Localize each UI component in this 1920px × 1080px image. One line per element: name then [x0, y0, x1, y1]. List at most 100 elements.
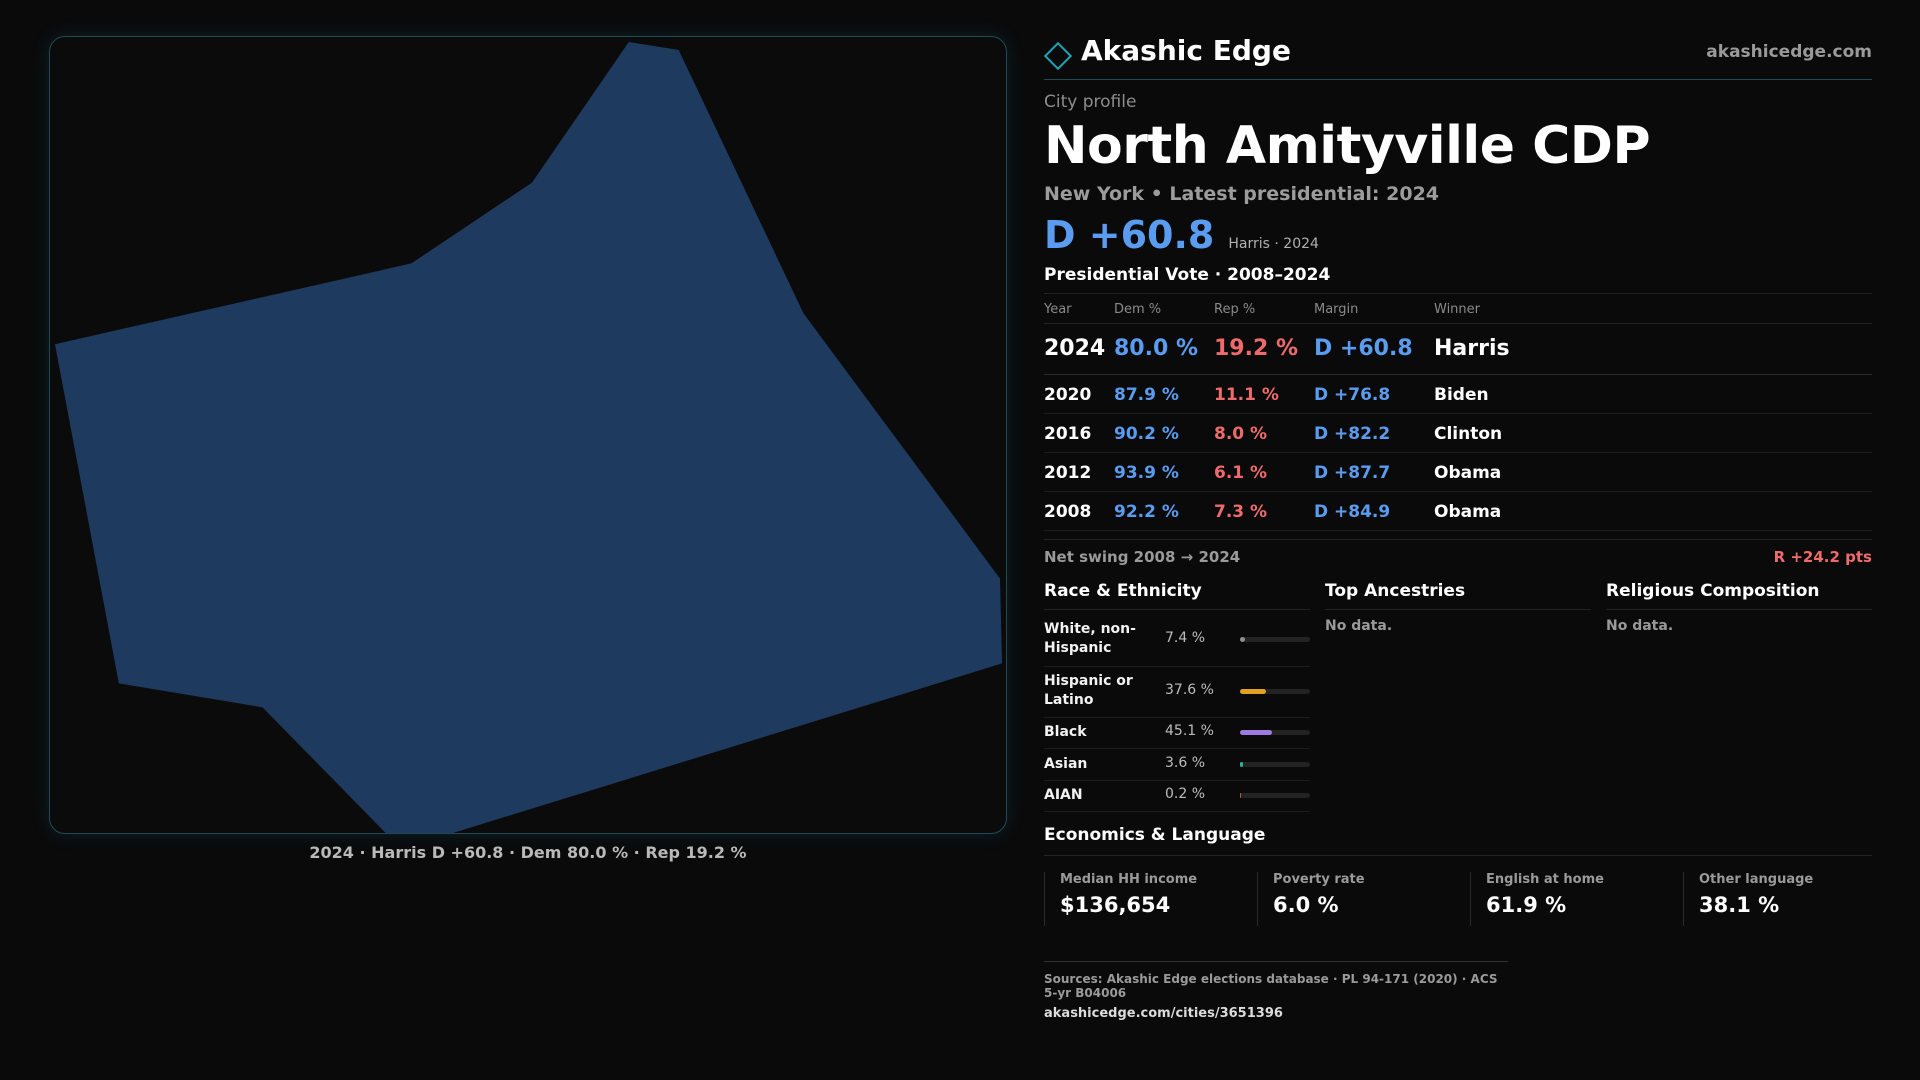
- table-row: 2008 92.2 % 7.3 % D +84.9 Obama: [1044, 491, 1872, 532]
- rep-cell: 19.2 %: [1214, 323, 1314, 376]
- race-row: Black 45.1 %: [1044, 718, 1310, 750]
- page-title: North Amityville CDP: [1044, 116, 1651, 176]
- dem-cell: 93.9 %: [1114, 452, 1214, 493]
- economics-stats: Median HH income $136,654 Poverty rate 6…: [1044, 872, 1872, 942]
- dem-cell: 90.2 %: [1114, 413, 1214, 454]
- rep-cell: 8.0 %: [1214, 413, 1314, 454]
- ancestries-empty: No data.: [1325, 618, 1393, 635]
- race-bar-track: [1240, 637, 1310, 643]
- race-row: Hispanic or Latino 37.6 %: [1044, 667, 1310, 719]
- page-kicker: City profile: [1044, 92, 1137, 112]
- presidential-vote-table: Year Dem % Rep % Margin Winner 2024 80.0…: [1044, 294, 1872, 532]
- race-bar-track: [1240, 793, 1310, 799]
- winner-cell: Obama: [1434, 491, 1872, 532]
- city-boundary-map[interactable]: [50, 37, 1006, 833]
- table-row: 2012 93.9 % 6.1 % D +87.7 Obama: [1044, 452, 1872, 493]
- footer-layer: Sources: Akashic Edge elections database…: [1044, 0, 1872, 1080]
- race-bar-track: [1240, 689, 1310, 695]
- stat-english-at-home: English at home 61.9 %: [1470, 872, 1683, 927]
- ancestries-title: Top Ancestries: [1325, 581, 1591, 611]
- col-header-year: Year: [1044, 294, 1114, 325]
- diamond-logo-icon: [1043, 41, 1073, 71]
- stat-value: 6.0 %: [1273, 893, 1339, 918]
- stat-poverty-rate: Poverty rate 6.0 %: [1257, 872, 1470, 927]
- sources-footer: Sources: Akashic Edge elections database…: [1044, 961, 1508, 1021]
- winner-cell: Obama: [1434, 452, 1872, 493]
- race-bar-track: [1240, 730, 1310, 736]
- year-cell: 2024: [1044, 323, 1114, 376]
- race-label: Black: [1044, 724, 1087, 741]
- margin-cell: D +84.9: [1314, 491, 1434, 532]
- rep-cell: 11.1 %: [1214, 374, 1314, 415]
- religion-title: Religious Composition: [1606, 581, 1872, 611]
- headline-margin: D +60.8: [1044, 213, 1215, 258]
- stat-label: Median HH income: [1060, 872, 1198, 888]
- map-panel[interactable]: [49, 36, 1007, 834]
- table-row: 2020 87.9 % 11.1 % D +76.8 Biden: [1044, 374, 1872, 415]
- brand-name: Akashic Edge: [1081, 34, 1291, 67]
- race-label: AIAN: [1044, 787, 1083, 804]
- stat-label: Other language: [1699, 872, 1814, 888]
- net-swing-label: Net swing 2008 → 2024: [1044, 548, 1241, 567]
- year-cell: 2016: [1044, 413, 1114, 454]
- city-boundary-shape[interactable]: [54, 41, 1003, 833]
- table-row: 2016 90.2 % 8.0 % D +82.2 Clinton: [1044, 413, 1872, 454]
- race-pct: 37.6 %: [1165, 682, 1214, 699]
- sources-url-link[interactable]: akashicedge.com/cities/3651396: [1044, 1006, 1283, 1021]
- winner-cell: Biden: [1434, 374, 1872, 415]
- brand-header: Akashic Edge akashicedge.com: [1043, 34, 1872, 80]
- religion-empty: No data.: [1606, 618, 1674, 635]
- col-header-winner: Winner: [1434, 294, 1872, 325]
- margin-cell: D +60.8: [1314, 323, 1434, 376]
- page-subtitle: New York • Latest presidential: 2024: [1044, 183, 1440, 206]
- brand-url-link[interactable]: akashicedge.com: [1706, 42, 1872, 62]
- margin-cell: D +76.8: [1314, 374, 1434, 415]
- race-bar-fill: [1240, 730, 1272, 736]
- race-bar-fill: [1240, 637, 1246, 643]
- map-caption: 2024 · Harris D +60.8 · Dem 80.0 % · Rep…: [309, 843, 747, 862]
- race-row: Asian 3.6 %: [1044, 749, 1310, 782]
- net-swing: Net swing 2008 → 2024 R +24.2 pts: [1044, 539, 1872, 566]
- race-bar-fill: [1240, 762, 1243, 768]
- race-bar-fill: [1240, 689, 1267, 695]
- race-pct: 3.6 %: [1165, 755, 1206, 772]
- stat-value: $136,654: [1060, 893, 1171, 918]
- margin-cell: D +82.2: [1314, 413, 1434, 454]
- race-label: Asian: [1044, 756, 1088, 773]
- headline-note: Harris · 2024: [1228, 236, 1319, 253]
- ancestries-panel: Top Ancestries No data.: [1325, 581, 1591, 634]
- winner-cell: Clinton: [1434, 413, 1872, 454]
- race-row: AIAN 0.2 %: [1044, 781, 1310, 813]
- year-cell: 2020: [1044, 374, 1114, 415]
- profile-panel: Akashic Edge akashicedge.com City profil…: [1043, 34, 1872, 942]
- race-ethnicity-title: Race & Ethnicity: [1044, 581, 1310, 611]
- headline-result: D +60.8 Harris · 2024: [1044, 213, 1872, 257]
- religion-panel: Religious Composition No data.: [1606, 581, 1872, 634]
- presidential-vote-title: Presidential Vote · 2008–2024: [1044, 265, 1872, 295]
- race-pct: 7.4 %: [1165, 630, 1206, 647]
- stat-label: Poverty rate: [1273, 872, 1365, 888]
- stat-other-language: Other language 38.1 %: [1683, 872, 1896, 927]
- race-ethnicity-panel: Race & Ethnicity White, non-Hispanic 7.4…: [1044, 581, 1310, 813]
- race-pct: 0.2 %: [1165, 786, 1206, 803]
- dem-cell: 80.0 %: [1114, 323, 1214, 376]
- table-header-row: Year Dem % Rep % Margin Winner: [1044, 294, 1872, 325]
- dem-cell: 87.9 %: [1114, 374, 1214, 415]
- race-label: Hispanic or Latino: [1044, 673, 1133, 709]
- race-label: White, non-Hispanic: [1044, 621, 1136, 657]
- race-bar-fill: [1240, 793, 1242, 799]
- stat-value: 38.1 %: [1699, 893, 1780, 918]
- col-header-margin: Margin: [1314, 294, 1434, 325]
- stat-label: English at home: [1486, 872, 1604, 888]
- winner-cell: Harris: [1434, 323, 1872, 376]
- dem-cell: 92.2 %: [1114, 491, 1214, 532]
- demographics-section: Race & Ethnicity White, non-Hispanic 7.4…: [1044, 581, 1872, 817]
- race-bar-track: [1240, 762, 1310, 768]
- col-header-rep: Rep %: [1214, 294, 1314, 325]
- table-row: 2024 80.0 % 19.2 % D +60.8 Harris: [1044, 323, 1872, 376]
- race-pct: 45.1 %: [1165, 723, 1214, 740]
- stat-value: 61.9 %: [1486, 893, 1567, 918]
- rep-cell: 6.1 %: [1214, 452, 1314, 493]
- col-header-dem: Dem %: [1114, 294, 1214, 325]
- year-cell: 2012: [1044, 452, 1114, 493]
